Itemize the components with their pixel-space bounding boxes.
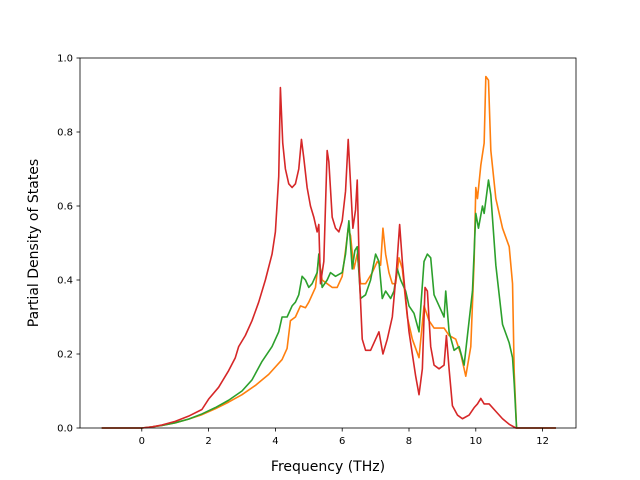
x-tick-label-0: 0 bbox=[139, 436, 145, 447]
y-axis-ticks: 0.0 0.2 0.4 0.6 0.8 1.0 bbox=[57, 54, 80, 435]
series-line-3 bbox=[101, 86, 556, 429]
x-tick-label-2: 4 bbox=[272, 436, 278, 447]
series-line-2 bbox=[101, 179, 556, 429]
x-tick-label-5: 10 bbox=[469, 436, 482, 447]
x-axis-ticks: 0 2 4 6 8 10 12 bbox=[139, 428, 549, 447]
y-tick-label-3: 0.6 bbox=[57, 202, 73, 213]
y-tick-label-5: 1.0 bbox=[57, 54, 73, 65]
y-tick-label-0: 0.0 bbox=[57, 424, 73, 435]
y-axis-label: Partial Density of States bbox=[26, 159, 42, 327]
y-tick-label-4: 0.8 bbox=[57, 128, 73, 139]
y-tick-label-2: 0.4 bbox=[57, 276, 73, 287]
x-tick-label-1: 2 bbox=[205, 436, 211, 447]
x-axis-label: Frequency (THz) bbox=[271, 459, 385, 475]
series-layer bbox=[101, 75, 556, 429]
y-tick-label-1: 0.2 bbox=[57, 350, 73, 361]
x-tick-label-4: 8 bbox=[406, 436, 412, 447]
plot-frame bbox=[79, 57, 577, 429]
x-tick-label-3: 6 bbox=[339, 436, 345, 447]
series-line-1 bbox=[101, 75, 556, 429]
x-tick-label-6: 12 bbox=[536, 436, 549, 447]
